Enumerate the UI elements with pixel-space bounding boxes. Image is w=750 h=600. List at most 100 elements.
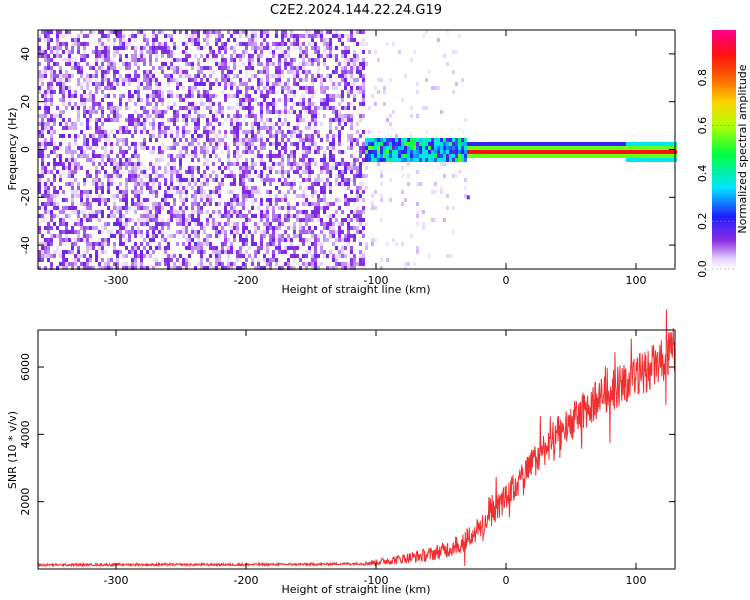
spectrogram-cell: [200, 222, 203, 226]
spectrogram-cell: [218, 198, 221, 202]
spectrogram-cell: [362, 38, 365, 42]
spectrogram-cell: [230, 70, 233, 74]
spectrogram-cell: [245, 162, 248, 166]
spectrogram-cell: [281, 38, 284, 42]
spectrogram-cell: [53, 62, 56, 66]
spectrogram-cell: [239, 250, 242, 254]
spectrogram-cell: [44, 162, 47, 166]
spectrogram-cell: [200, 150, 203, 154]
spectrogram-cell: [161, 94, 164, 98]
spectrogram-cell: [341, 78, 344, 82]
spectrogram-cell: [623, 150, 626, 154]
spectrogram-cell: [314, 178, 317, 182]
spectrogram-cell: [341, 250, 344, 254]
spectrogram-cell: [269, 122, 272, 126]
spectrogram-cell: [92, 150, 95, 154]
spectrogram-cell: [185, 194, 188, 198]
spectrogram-cell: [299, 50, 302, 54]
spectrogram-cell: [323, 90, 326, 94]
spectrogram-cell: [284, 86, 287, 90]
spectrogram-cell: [113, 134, 116, 138]
spectrogram-cell: [131, 114, 134, 118]
spectrogram-cell: [227, 62, 230, 66]
spectrogram-cell: [230, 86, 233, 90]
spectrogram-cell: [41, 234, 44, 238]
spectrogram-cell: [167, 106, 170, 110]
spectrogram-cell: [185, 58, 188, 62]
spectrogram-cell: [323, 210, 326, 214]
spectrogram-cell: [296, 42, 299, 46]
spectrogram-cell: [305, 86, 308, 90]
spectrogram-cell: [248, 218, 251, 222]
spectrogram-cell: [290, 254, 293, 258]
spectrogram-cell: [41, 258, 44, 262]
spectrogram-cell: [317, 74, 320, 78]
x-tick-label: -300: [104, 274, 129, 287]
spectrogram-cell: [227, 246, 230, 250]
spectrogram-cell: [395, 142, 398, 146]
spectrogram-cell: [131, 198, 134, 202]
spectrogram-cell: [284, 66, 287, 70]
spectrogram-cell: [176, 242, 179, 246]
spectrogram-cell: [302, 170, 305, 174]
spectrogram-cell: [38, 174, 41, 178]
spectrogram-cell: [452, 206, 455, 210]
spectrogram-cell: [281, 130, 284, 134]
spectrogram-cell: [350, 78, 353, 82]
spectrogram-cell: [182, 210, 185, 214]
spectrogram-cell: [44, 266, 47, 270]
spectrogram-cell: [38, 134, 41, 138]
spectrogram-cell: [311, 214, 314, 218]
spectrogram-cell: [41, 94, 44, 98]
spectrogram-cell: [338, 170, 341, 174]
spectrogram-cell: [107, 58, 110, 62]
spectrogram-cell: [119, 226, 122, 230]
spectrogram-cell: [302, 202, 305, 206]
spectrogram-cell: [236, 138, 239, 142]
spectrogram-cell: [302, 190, 305, 194]
spectrogram-cell: [101, 194, 104, 198]
spectrogram-cell: [140, 178, 143, 182]
spectrogram-cell: [641, 146, 644, 150]
spectrogram-cell: [164, 222, 167, 226]
spectrogram-cell: [116, 70, 119, 74]
spectrogram-cell: [245, 186, 248, 190]
spectrogram-cell: [356, 186, 359, 190]
spectrogram-cell: [320, 262, 323, 266]
spectrogram-cell: [593, 142, 596, 146]
spectrogram-cell: [47, 58, 50, 62]
spectrogram-cell: [92, 266, 95, 270]
spectrogram-cell: [425, 78, 428, 82]
spectrogram-cell: [362, 42, 365, 46]
spectrogram-cell: [335, 66, 338, 70]
spectrogram-cell: [368, 142, 371, 146]
spectrogram-cell: [71, 194, 74, 198]
spectrogram-cell: [272, 234, 275, 238]
spectrogram-cell: [68, 146, 71, 150]
spectrogram-cell: [110, 158, 113, 162]
spectrogram-cell: [155, 202, 158, 206]
spectrogram-cell: [272, 238, 275, 242]
spectrogram-cell: [245, 242, 248, 246]
spectrogram-cell: [122, 142, 125, 146]
y-tick-label: 6000: [19, 353, 32, 381]
spectrogram-cell: [80, 222, 83, 226]
spectrogram-cell: [245, 214, 248, 218]
spectrogram-cell: [125, 102, 128, 106]
spectrogram-cell: [251, 198, 254, 202]
spectrogram-cell: [335, 126, 338, 130]
spectrogram-cell: [134, 70, 137, 74]
spectrogram-cell: [272, 126, 275, 130]
spectrogram-cell: [119, 230, 122, 234]
spectrogram-cell: [134, 190, 137, 194]
spectrogram-cell: [320, 106, 323, 110]
spectrogram-cell: [572, 150, 575, 154]
spectrogram-cell: [50, 58, 53, 62]
spectrogram-cell: [95, 90, 98, 94]
spectrogram-cell: [68, 74, 71, 78]
spectrogram-cell: [107, 258, 110, 262]
spectrogram-cell: [50, 170, 53, 174]
spectrogram-cell: [155, 206, 158, 210]
spectrogram-cell: [587, 154, 590, 158]
spectrogram-cell: [110, 174, 113, 178]
